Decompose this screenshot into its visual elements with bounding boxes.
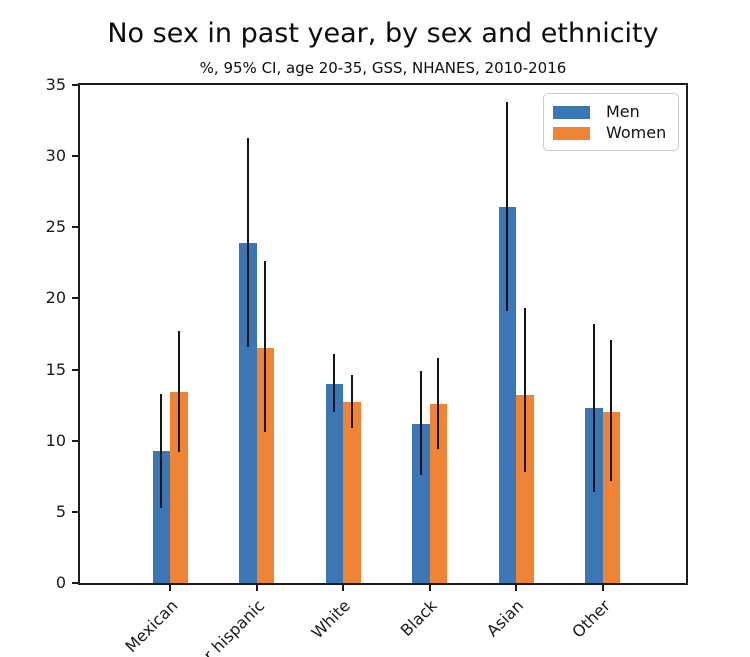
y-tick-mark-20: [72, 297, 80, 300]
bar-women-asian: [516, 395, 534, 583]
error-bar-men-white: [333, 353, 336, 413]
error-bar-men-black: [419, 371, 422, 475]
y-tick-mark-25: [72, 226, 80, 229]
plot-area: [80, 85, 686, 583]
x-tick-label-white: White: [308, 596, 355, 643]
x-tick-label-other: Other: [568, 596, 614, 642]
x-tick-mark-white: [342, 583, 344, 591]
legend-label-men: Men: [606, 102, 640, 121]
y-tick-label-5: 5: [55, 501, 66, 521]
bar-men-mexican: [152, 450, 170, 583]
bar-men-asian: [498, 207, 516, 583]
x-tick-mark-other-hispanic: [255, 583, 258, 591]
error-bar-men-mexican: [160, 393, 163, 508]
error-bar-women-white: [350, 375, 353, 428]
chart-title: No sex in past year, by sex and ethnicit…: [107, 18, 659, 49]
error-bar-women-black: [437, 358, 440, 450]
bar-men-other-hispanic: [239, 242, 257, 583]
error-bar-women-other: [610, 339, 613, 481]
y-tick-mark-10: [72, 439, 80, 442]
x-tick-label-other-hispanic: Other hispanic: [171, 596, 268, 657]
x-tick-label-mexican: Mexican: [121, 596, 182, 657]
y-tick-mark-35: [72, 84, 80, 86]
bar-women-other: [602, 412, 620, 583]
y-tick-mark-30: [72, 155, 80, 158]
error-bar-women-mexican: [177, 331, 180, 453]
error-bar-men-other: [592, 324, 595, 492]
error-bar-women-asian: [523, 308, 526, 473]
bar-women-other-hispanic: [256, 348, 274, 583]
y-tick-label-25: 25: [45, 217, 66, 237]
x-tick-mark-black: [428, 583, 431, 591]
x-tick-label-asian: Asian: [483, 596, 528, 641]
legend-label-women: Women: [606, 123, 667, 142]
y-tick-label-15: 15: [45, 359, 66, 379]
y-tick-label-10: 10: [45, 430, 66, 450]
x-tick-mark-other: [601, 583, 604, 591]
bar-women-white: [343, 402, 361, 583]
legend-swatch-women: [553, 126, 590, 140]
x-tick-mark-mexican: [169, 583, 171, 591]
chart-subtitle: %, 95% CI, age 20-35, GSS, NHANES, 2010-…: [199, 59, 567, 77]
bar-women-mexican: [170, 392, 188, 583]
y-tick-label-30: 30: [45, 146, 66, 166]
error-bar-men-asian: [506, 102, 509, 312]
bar-men-black: [412, 423, 430, 583]
y-tick-mark-15: [72, 368, 80, 371]
y-tick-mark-0: [72, 582, 80, 584]
legend-swatch-men: [553, 105, 590, 119]
legend: Men Women: [543, 93, 679, 151]
error-bar-women-other-hispanic: [264, 261, 267, 433]
y-tick-mark-5: [72, 510, 80, 513]
error-bar-men-other-hispanic: [246, 137, 249, 347]
y-tick-label-0: 0: [55, 573, 66, 592]
x-tick-label-black: Black: [396, 596, 441, 641]
bar-men-white: [325, 383, 343, 583]
legend-item-men: Men: [553, 103, 668, 121]
legend-item-women: Women: [553, 124, 668, 142]
x-tick-mark-asian: [515, 583, 517, 591]
bar-men-other: [585, 408, 603, 583]
bar-women-black: [429, 403, 447, 583]
y-tick-label-20: 20: [45, 288, 66, 308]
y-tick-label-35: 35: [45, 75, 66, 94]
